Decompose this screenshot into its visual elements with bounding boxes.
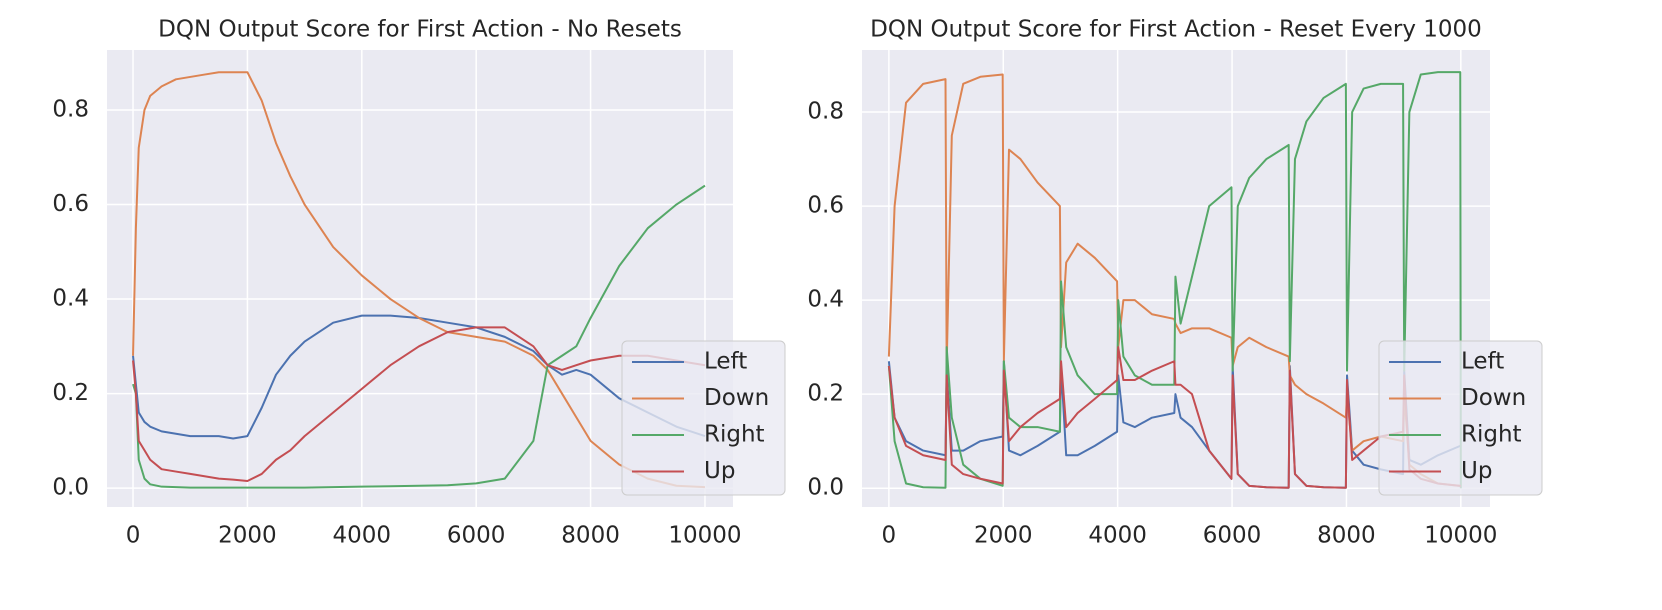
y-tick-label: 0.2: [807, 381, 844, 407]
legend-box: [1378, 340, 1543, 496]
y-tick-label: 0.0: [807, 475, 844, 501]
legend-label: Right: [704, 422, 765, 448]
series-line: [132, 314, 706, 440]
series-line: [132, 71, 706, 489]
x-tick-label: 8000: [561, 523, 620, 549]
legend-label: Left: [1461, 349, 1504, 375]
legend-label: Down: [1461, 385, 1526, 411]
x-tick-label: 4000: [1088, 523, 1147, 549]
legend-label: Left: [704, 349, 747, 375]
series-line: [887, 360, 1462, 489]
series-line: [132, 184, 706, 489]
legend: Left Down Right Up: [1378, 340, 1543, 496]
legend-label: Down: [704, 385, 769, 411]
x-tick-label: 10000: [1424, 523, 1497, 549]
legend-label: Up: [1461, 458, 1492, 484]
subplot: DQN Output Score for First Action - No R…: [52, 17, 786, 549]
x-tick-label: 2000: [974, 523, 1033, 549]
legend: Left Down Right Up: [621, 340, 786, 496]
legend-label: Up: [704, 458, 735, 484]
x-tick-label: 10000: [668, 523, 741, 549]
x-tick-label: 6000: [1203, 523, 1262, 549]
y-tick-label: 0.8: [52, 97, 89, 123]
y-tick-label: 0.0: [52, 475, 89, 501]
y-tick-label: 0.8: [807, 99, 844, 125]
legend-label: Right: [1461, 422, 1522, 448]
chart-title: DQN Output Score for First Action - No R…: [158, 17, 682, 43]
y-tick-label: 0.2: [52, 380, 89, 406]
x-tick-label: 2000: [218, 523, 277, 549]
x-tick-label: 0: [126, 523, 141, 549]
y-tick-label: 0.6: [52, 191, 89, 217]
x-tick-label: 4000: [333, 523, 392, 549]
legend-box: [621, 340, 786, 496]
series-line: [132, 326, 706, 483]
series-line: [887, 346, 1462, 489]
x-tick-label: 6000: [447, 523, 506, 549]
subplot: DQN Output Score for First Action - Rese…: [807, 17, 1543, 549]
chart-title: DQN Output Score for First Action - Rese…: [870, 17, 1482, 43]
x-tick-label: 0: [882, 523, 897, 549]
y-tick-label: 0.6: [807, 193, 844, 219]
y-tick-label: 0.4: [807, 287, 844, 313]
y-tick-label: 0.4: [52, 286, 89, 312]
x-tick-label: 8000: [1317, 523, 1376, 549]
